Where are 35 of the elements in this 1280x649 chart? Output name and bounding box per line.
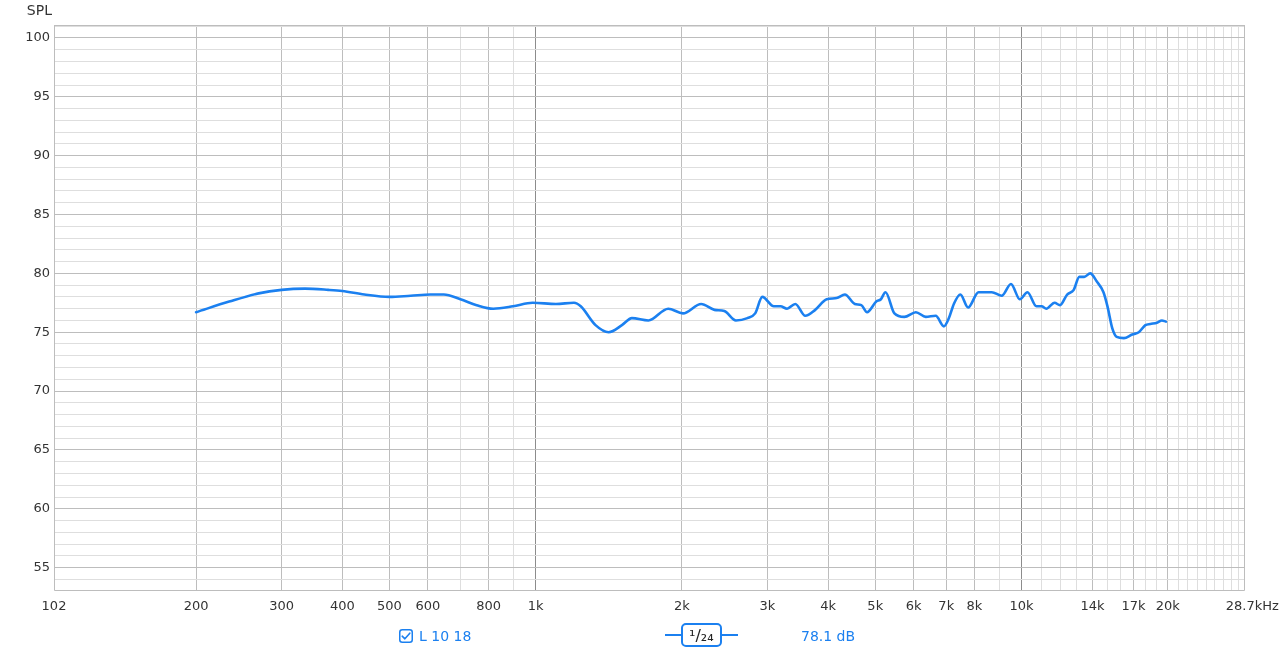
x-tick-label: 14k — [1080, 598, 1106, 614]
y-tick-label: 85 — [33, 205, 50, 221]
y-axis-title: SPL — [26, 1, 53, 18]
y-tick-label: 55 — [33, 559, 50, 575]
y-tick-label: 90 — [33, 147, 50, 163]
y-tick-label: 95 — [33, 88, 50, 104]
y-tick-label: 75 — [33, 323, 50, 339]
x-tick-label: 20k — [1155, 598, 1181, 614]
x-tick-label: 28.7k — [1225, 598, 1263, 614]
x-tick-label: 7k — [938, 598, 955, 614]
x-tick-label: 800 — [476, 598, 502, 614]
x-tick-label: 1k — [527, 598, 545, 614]
x-tick-label: 8k — [966, 598, 983, 614]
y-tick-label: 60 — [33, 500, 50, 516]
y-tick-label: 80 — [33, 264, 50, 280]
x-tick-label: 6k — [905, 598, 923, 614]
x-axis-title: Hz — [1262, 598, 1280, 614]
y-tick-label: 100 — [25, 29, 50, 45]
x-tick-label: 300 — [269, 598, 295, 614]
x-tick-label: 600 — [415, 598, 441, 614]
x-tick-label: 200 — [183, 598, 209, 614]
text: 78.1 dB — [801, 627, 856, 646]
x-tick-label: 500 — [377, 598, 402, 614]
x-tick-label: 400 — [329, 598, 355, 614]
x-tick-label: 2k — [674, 598, 691, 614]
x-tick-label: 3k — [759, 598, 776, 614]
y-tick-label: 70 — [33, 382, 50, 398]
x-tick-label: 5k — [867, 598, 884, 614]
x-tick-label: 102 — [41, 598, 67, 614]
x-tick-label: 4k — [820, 598, 837, 614]
fraction-selector: ¹/₂₄ — [665, 622, 738, 648]
legend-label: L 10 18 — [419, 628, 472, 644]
x-tick-label: 17k — [1121, 598, 1146, 614]
x-tick-label: 10k — [1009, 598, 1035, 614]
y-tick-label: 65 — [33, 441, 50, 457]
